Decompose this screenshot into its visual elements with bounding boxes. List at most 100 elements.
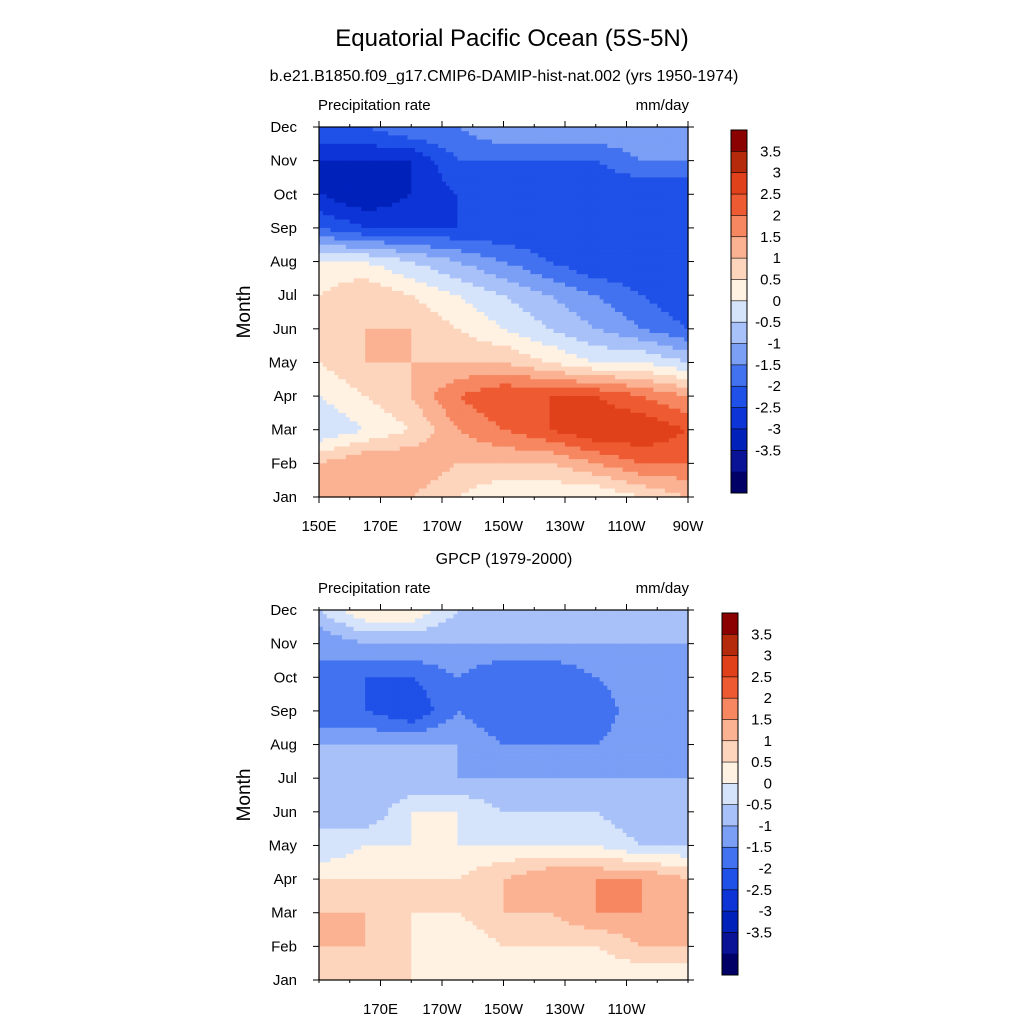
heatmap-cell: [430, 253, 435, 258]
heatmap-cell: [538, 320, 543, 326]
heatmap-cell: [388, 341, 393, 347]
heatmap-cell: [422, 278, 428, 284]
heatmap-cell: [530, 269, 535, 275]
heatmap-cell: [507, 337, 512, 343]
heatmap-cell: [407, 143, 412, 149]
heatmap-cell: [664, 261, 670, 267]
heatmap-cell: [407, 164, 412, 170]
heatmap-cell: [595, 198, 601, 204]
heatmap-cell: [430, 164, 435, 170]
heatmap-cell: [403, 198, 408, 204]
heatmap-cell: [553, 223, 558, 229]
heatmap-cell: [565, 248, 570, 254]
heatmap-cell: [591, 131, 597, 136]
heatmap-cell: [326, 324, 332, 330]
heatmap-cell: [430, 248, 435, 254]
heatmap-cell: [461, 324, 466, 330]
heatmap-cell: [342, 253, 347, 258]
heatmap-cell: [561, 341, 566, 347]
heatmap-cell: [461, 194, 466, 200]
heatmap-cell: [453, 131, 458, 136]
heatmap-cell: [680, 194, 685, 200]
heatmap-cell: [345, 173, 351, 179]
heatmap-cell: [472, 152, 478, 158]
heatmap-cell: [395, 320, 401, 326]
heatmap-cell: [614, 148, 620, 153]
heatmap-cell: [595, 135, 601, 141]
heatmap-cell: [495, 261, 501, 267]
heatmap-cell: [349, 223, 355, 229]
heatmap-cell: [684, 148, 689, 153]
heatmap-cell: [357, 316, 362, 321]
heatmap-cell: [353, 290, 359, 296]
heatmap-cell: [357, 265, 362, 271]
heatmap-cell: [622, 299, 628, 305]
heatmap-cell: [626, 265, 631, 271]
heatmap-cell: [553, 152, 558, 158]
heatmap-cell: [515, 164, 520, 170]
heatmap-cell: [588, 337, 593, 343]
heatmap-cell: [657, 265, 662, 271]
heatmap-cell: [588, 248, 593, 254]
heatmap-cell: [580, 312, 585, 317]
heatmap-cell: [449, 303, 455, 309]
heatmap-cell: [584, 232, 589, 237]
heatmap-cell: [518, 127, 524, 132]
heatmap-cell: [403, 185, 408, 191]
heatmap-cell: [322, 219, 328, 225]
heatmap-cell: [653, 303, 658, 309]
heatmap-cell: [418, 181, 424, 187]
heatmap-cell: [653, 143, 658, 149]
heatmap-cell: [518, 341, 524, 347]
heatmap-cell: [499, 341, 505, 347]
heatmap-cell: [638, 257, 643, 263]
heatmap-cell: [557, 190, 562, 195]
heatmap-cell: [641, 328, 647, 334]
heatmap-cell: [461, 236, 466, 242]
heatmap-cell: [603, 194, 608, 200]
heatmap-cell: [599, 253, 605, 258]
heatmap-cell: [541, 206, 547, 212]
heatmap-cell: [530, 257, 535, 263]
heatmap-cell: [591, 148, 597, 153]
heatmap-cell: [538, 248, 543, 254]
heatmap-cell: [468, 227, 474, 233]
heatmap-cell: [668, 160, 674, 166]
heatmap-cell: [638, 148, 643, 153]
heatmap-cell: [661, 181, 666, 187]
heatmap-cell: [330, 127, 335, 132]
heatmap-cell: [415, 236, 420, 242]
heatmap-cell: [634, 156, 639, 162]
heatmap-cell: [618, 328, 624, 334]
heatmap-cell: [438, 190, 443, 195]
heatmap-cell: [565, 244, 570, 250]
heatmap-cell: [557, 299, 562, 305]
heatmap-cell: [392, 240, 397, 246]
heatmap-cell: [657, 227, 662, 233]
heatmap-cell: [480, 341, 485, 347]
heatmap-cell: [465, 320, 470, 326]
heatmap-cell: [557, 316, 562, 321]
heatmap-cell: [588, 219, 593, 225]
heatmap-cell: [618, 143, 624, 149]
heatmap-cell: [580, 299, 585, 305]
heatmap-cell: [388, 265, 393, 271]
heatmap-cell: [426, 206, 432, 212]
heatmap-cell: [641, 127, 647, 132]
heatmap-cell: [584, 164, 589, 170]
heatmap-cell: [591, 232, 597, 237]
heatmap-cell: [495, 143, 501, 149]
heatmap-cell: [584, 307, 589, 313]
heatmap-cell: [457, 152, 462, 158]
heatmap-cell: [680, 127, 685, 132]
heatmap-cell: [607, 139, 612, 145]
heatmap-cell: [319, 286, 324, 292]
heatmap-cell: [380, 173, 385, 179]
heatmap-cell: [530, 139, 535, 145]
heatmap-cell: [442, 282, 447, 288]
heatmap-cell: [376, 274, 382, 279]
heatmap-cell: [430, 190, 435, 195]
heatmap-cell: [445, 324, 451, 330]
heatmap-cell: [488, 261, 493, 267]
heatmap-cell: [438, 341, 443, 347]
